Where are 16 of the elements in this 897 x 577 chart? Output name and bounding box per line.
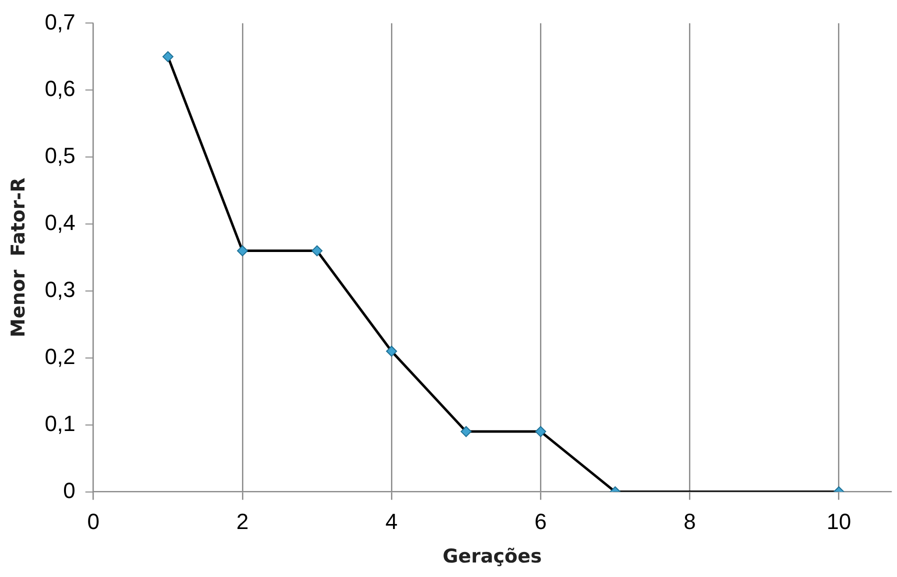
x-tick-label: 0 [87,509,100,534]
y-tick-label: 0 [63,478,76,503]
y-axis-title: Menor Fator-R [7,177,30,338]
y-tick-label: 0,3 [44,277,76,302]
y-tick-label: 0,4 [44,210,76,236]
y-tick-label: 0,1 [44,410,76,436]
x-tick-label: 10 [826,509,852,534]
y-tick-label: 0,7 [44,9,76,34]
x-tick-label: 6 [534,509,547,534]
y-tick-label: 0,2 [44,344,76,369]
x-tick-label: 2 [236,509,249,534]
y-tick-label: 0,6 [44,76,76,102]
y-tick-label: 0,5 [44,143,76,168]
x-tick-label: 4 [385,509,398,534]
x-tick-label: 8 [684,509,696,534]
x-axis-title: Gerações [442,546,542,568]
